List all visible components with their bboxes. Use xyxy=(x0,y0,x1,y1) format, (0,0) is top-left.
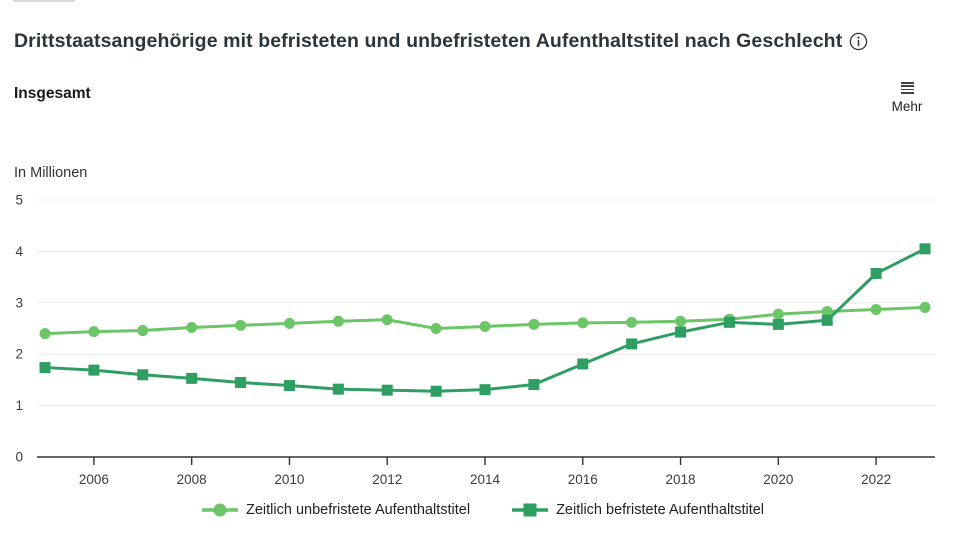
data-point[interactable] xyxy=(577,317,589,329)
data-point[interactable] xyxy=(870,303,882,315)
chart-title-text: Drittstaatsangehörige mit befristeten un… xyxy=(14,30,843,52)
legend-item[interactable]: Zeitlich unbefristete Aufenthaltstitel xyxy=(201,502,471,518)
y-tick-label: 1 xyxy=(15,398,23,413)
data-point[interactable] xyxy=(137,325,149,337)
cropped-top-element xyxy=(13,0,75,2)
data-point[interactable] xyxy=(626,316,638,328)
data-point[interactable] xyxy=(235,319,247,331)
data-point[interactable] xyxy=(528,379,540,391)
data-point[interactable] xyxy=(675,315,687,327)
context-menu-button[interactable]: Mehr xyxy=(880,82,934,114)
y-axis-unit-label: In Millionen xyxy=(14,165,88,181)
legend-marker-icon xyxy=(512,503,549,517)
x-tick-label: 2018 xyxy=(666,472,696,487)
y-tick-label: 0 xyxy=(15,450,23,465)
data-point[interactable] xyxy=(88,364,100,376)
data-point[interactable] xyxy=(186,321,198,333)
x-tick-label: 2016 xyxy=(568,472,598,487)
series-circle xyxy=(39,301,931,340)
chart-legend: Zeitlich unbefristete Aufenthaltstitel Ze… xyxy=(0,502,966,518)
data-point[interactable] xyxy=(772,308,784,320)
data-point[interactable] xyxy=(821,314,833,326)
x-tick-label: 2020 xyxy=(763,472,793,487)
hamburger-menu-icon xyxy=(900,82,914,94)
data-point[interactable] xyxy=(39,362,51,374)
chart-plot-area: 0 1 2 3 4 5 2006 2008 2010 2012 2014 2016 2018 2020 20… xyxy=(0,188,966,498)
data-point[interactable] xyxy=(332,315,344,327)
section-label: Insgesamt xyxy=(14,85,91,102)
legend-marker-icon xyxy=(201,503,238,517)
data-point[interactable] xyxy=(381,314,393,326)
y-tick-label: 5 xyxy=(15,193,23,208)
data-point[interactable] xyxy=(577,358,589,370)
x-tick-label: 2006 xyxy=(79,472,109,487)
legend-label: Zeitlich unbefristete Aufenthaltstitel xyxy=(245,502,471,518)
x-tick-label: 2012 xyxy=(372,472,402,487)
y-tick-label: 3 xyxy=(15,295,23,310)
data-point[interactable] xyxy=(772,318,784,330)
x-tick-label: 2010 xyxy=(274,472,304,487)
data-point[interactable] xyxy=(186,372,198,384)
data-point[interactable] xyxy=(381,384,393,396)
data-point[interactable] xyxy=(626,338,638,350)
data-point[interactable] xyxy=(430,323,442,334)
data-point[interactable] xyxy=(137,369,149,381)
x-tick-label: 2008 xyxy=(177,472,207,487)
y-tick-label: 2 xyxy=(15,347,23,362)
data-point[interactable] xyxy=(283,317,295,329)
data-point[interactable] xyxy=(675,326,687,338)
legend-item[interactable]: Zeitlich befristete Aufenthaltstitel xyxy=(512,502,764,518)
data-point[interactable] xyxy=(479,384,491,396)
data-point[interactable] xyxy=(479,320,491,332)
line-chart-svg: 0 1 2 3 4 5 2006 2008 2010 2012 2014 2016 2018 2020 20… xyxy=(15,193,935,487)
data-point[interactable] xyxy=(332,383,344,395)
data-point[interactable] xyxy=(528,318,540,330)
data-point[interactable] xyxy=(723,316,735,328)
legend-label: Zeitlich befristete Aufenthaltstitel xyxy=(556,502,765,518)
data-point[interactable] xyxy=(39,328,51,340)
x-tick-label: 2022 xyxy=(861,472,891,487)
x-tick-label: 2014 xyxy=(470,472,501,487)
page-title: Drittstaatsangehörige mit befristeten un… xyxy=(14,30,914,53)
data-point[interactable] xyxy=(283,380,295,392)
data-point[interactable] xyxy=(821,306,833,318)
context-menu-label: Mehr xyxy=(891,98,923,114)
data-point[interactable] xyxy=(88,326,100,338)
data-point[interactable] xyxy=(919,301,931,313)
info-icon[interactable] xyxy=(849,32,868,51)
data-point[interactable] xyxy=(430,385,442,397)
y-tick-label: 4 xyxy=(15,244,23,259)
data-point[interactable] xyxy=(870,268,882,280)
data-point[interactable] xyxy=(919,243,931,255)
series-square xyxy=(39,243,931,397)
data-point[interactable] xyxy=(235,376,247,388)
